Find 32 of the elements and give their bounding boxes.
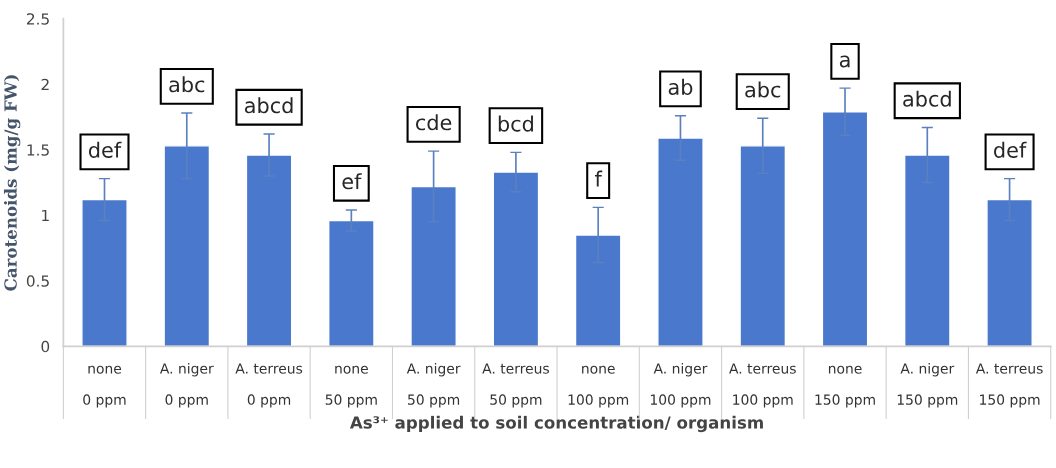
category-label: A. niger 50 ppm — [406, 362, 461, 408]
annotation: abcd — [244, 97, 293, 114]
y-tick-label: 2.5 — [26, 13, 49, 25]
category-label: none 50 ppm — [325, 365, 377, 408]
category-label: none 150 ppm — [815, 365, 875, 408]
y-tick-label: 1.5 — [27, 144, 49, 156]
annotation: a — [839, 55, 850, 68]
annotation: def — [88, 141, 122, 158]
annotation: abc — [745, 81, 781, 98]
y-tick-label: 0.5 — [26, 275, 49, 287]
category-label: A. terreus 0 ppm — [235, 363, 303, 408]
category-label: A. niger 150 ppm — [897, 362, 958, 408]
category-label: none 100 ppm — [568, 365, 629, 408]
annotation: ef — [342, 173, 362, 190]
y-tick-label: 1 — [42, 209, 49, 222]
annotation: cde — [416, 114, 452, 131]
y-tick-label: 0 — [41, 340, 50, 353]
y-axis-title: Carotenoids (mg/g FW) — [3, 75, 21, 291]
annotation: ab — [668, 78, 693, 95]
category-label: A. terreus 100 ppm — [729, 363, 796, 408]
category-label: A. terreus 150 ppm — [975, 363, 1043, 408]
category-label: A. niger 100 ppm — [650, 362, 711, 408]
annotation: bcd — [498, 115, 533, 132]
annotation: def — [994, 141, 1027, 158]
annotation: abcd — [903, 90, 951, 107]
x-axis-title: As³⁺ applied to soil concentration/ organism — [349, 415, 763, 433]
y-tick-label: 2 — [41, 78, 49, 91]
category-label: A. terreus 50 ppm — [482, 363, 549, 408]
category-label: none 0 ppm — [83, 365, 126, 408]
annotation: f — [594, 170, 603, 187]
category-label: A. niger 0 ppm — [159, 362, 214, 408]
annotation: abc — [169, 76, 205, 93]
